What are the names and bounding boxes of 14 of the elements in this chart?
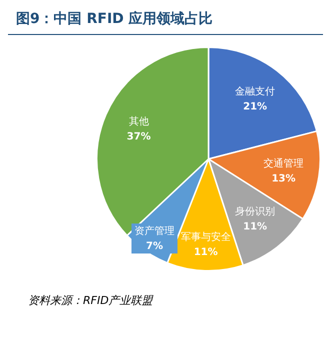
slice-label: 金融支付 bbox=[235, 86, 276, 98]
data-label: 21% bbox=[243, 102, 268, 113]
data-label: 7% bbox=[146, 241, 163, 252]
slice-label: 交通管理 bbox=[264, 157, 304, 170]
slice-label: 军事与安全 bbox=[180, 231, 231, 244]
slice-label: 其他 bbox=[128, 115, 149, 128]
slice-label: 资产管理 bbox=[134, 225, 174, 238]
data-label: 13% bbox=[272, 173, 296, 184]
data-label: 11% bbox=[194, 247, 218, 258]
data-label: 11% bbox=[243, 222, 268, 233]
data-label: 37% bbox=[126, 131, 151, 142]
slice-label: 身份识别 bbox=[235, 206, 276, 218]
text: 资料来源：RFID产业联盟 bbox=[27, 293, 154, 308]
chart-title: 图9：中国 RFID 应用领域占比 bbox=[8, 8, 323, 35]
